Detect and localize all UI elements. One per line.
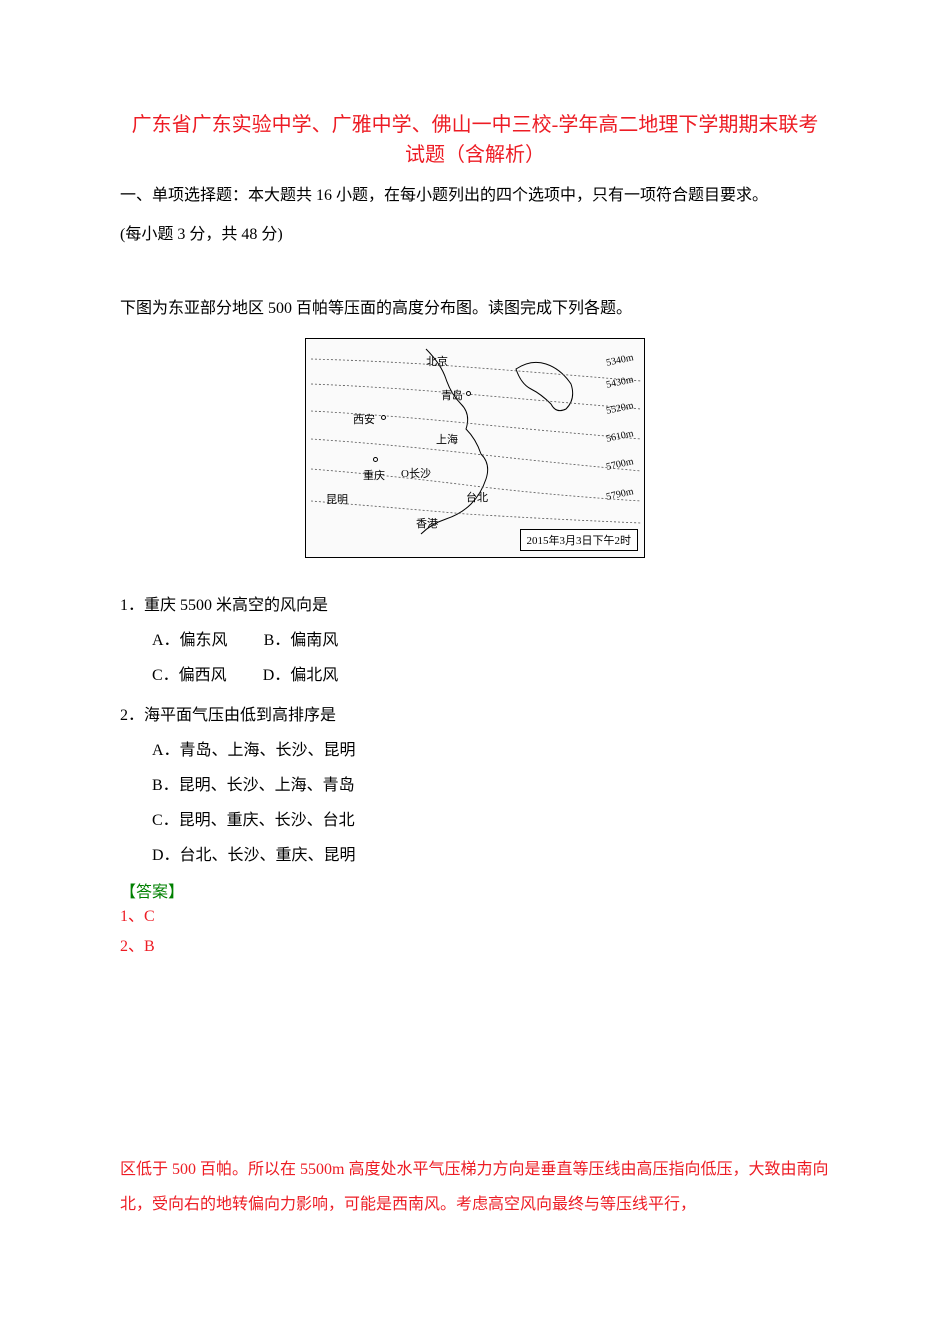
city-xian: 西安 <box>353 411 375 427</box>
city-chongqing: 重庆 <box>363 467 385 483</box>
section-instruction: 一、单项选择题：本大题共 16 小题，在每小题列出的四个选项中，只有一项符合题目… <box>120 180 830 212</box>
q2-option-c: C．昆明、重庆、长沙、台北 <box>120 803 830 838</box>
city-hongkong: 香港 <box>416 515 438 531</box>
diagram-timestamp: 2015年3月3日下午2时 <box>520 529 639 551</box>
q2-option-a: A．青岛、上海、长沙、昆明 <box>120 733 830 768</box>
document-title: 广东省广东实验中学、广雅中学、佛山一中三校-学年高二地理下学期期末联考试题（含解… <box>120 110 830 170</box>
q2-stem: 2．海平面气压由低到高排序是 <box>120 698 830 733</box>
answer-1: 1、C <box>120 902 830 932</box>
question-intro: 下图为东亚部分地区 500 百帕等压面的高度分布图。读图完成下列各题。 <box>120 294 830 318</box>
answer-label: 【答案】 <box>120 878 830 902</box>
diagram-container: 北京 青岛 西安 上海 重庆 O长沙 昆明 台北 香港 5340m 5430m … <box>120 338 830 558</box>
city-dot <box>373 457 378 462</box>
city-kunming: 昆明 <box>326 491 348 507</box>
explanation-text: 区低于 500 百帕。所以在 5500m 高度处水平气压梯力方向是垂直等压线由高… <box>120 1152 830 1222</box>
answer-2: 2、B <box>120 932 830 962</box>
q1-option-a: A．偏东风 <box>152 623 228 658</box>
city-changsha: O长沙 <box>401 465 431 481</box>
city-dot <box>466 391 471 396</box>
city-beijing: 北京 <box>426 353 448 369</box>
q1-option-b: B．偏南风 <box>264 623 339 658</box>
city-taipei: 台北 <box>466 489 488 505</box>
q2-option-d: D．台北、长沙、重庆、昆明 <box>120 838 830 873</box>
city-shanghai: 上海 <box>436 431 458 447</box>
q1-option-d: D．偏北风 <box>263 658 339 693</box>
question-1: 1．重庆 5500 米高空的风向是 A．偏东风 B．偏南风 C．偏西风 D．偏北… <box>120 588 830 694</box>
question-2: 2．海平面气压由低到高排序是 A．青岛、上海、长沙、昆明 B．昆明、长沙、上海、… <box>120 698 830 874</box>
q2-option-b: B．昆明、长沙、上海、青岛 <box>120 768 830 803</box>
scoring-note: (每小题 3 分，共 48 分) <box>120 220 830 244</box>
city-qingdao: 青岛 <box>441 387 463 403</box>
q1-stem: 1．重庆 5500 米高空的风向是 <box>120 588 830 623</box>
city-dot <box>381 415 386 420</box>
q1-option-c: C．偏西风 <box>152 658 227 693</box>
map-diagram: 北京 青岛 西安 上海 重庆 O长沙 昆明 台北 香港 5340m 5430m … <box>305 338 645 558</box>
